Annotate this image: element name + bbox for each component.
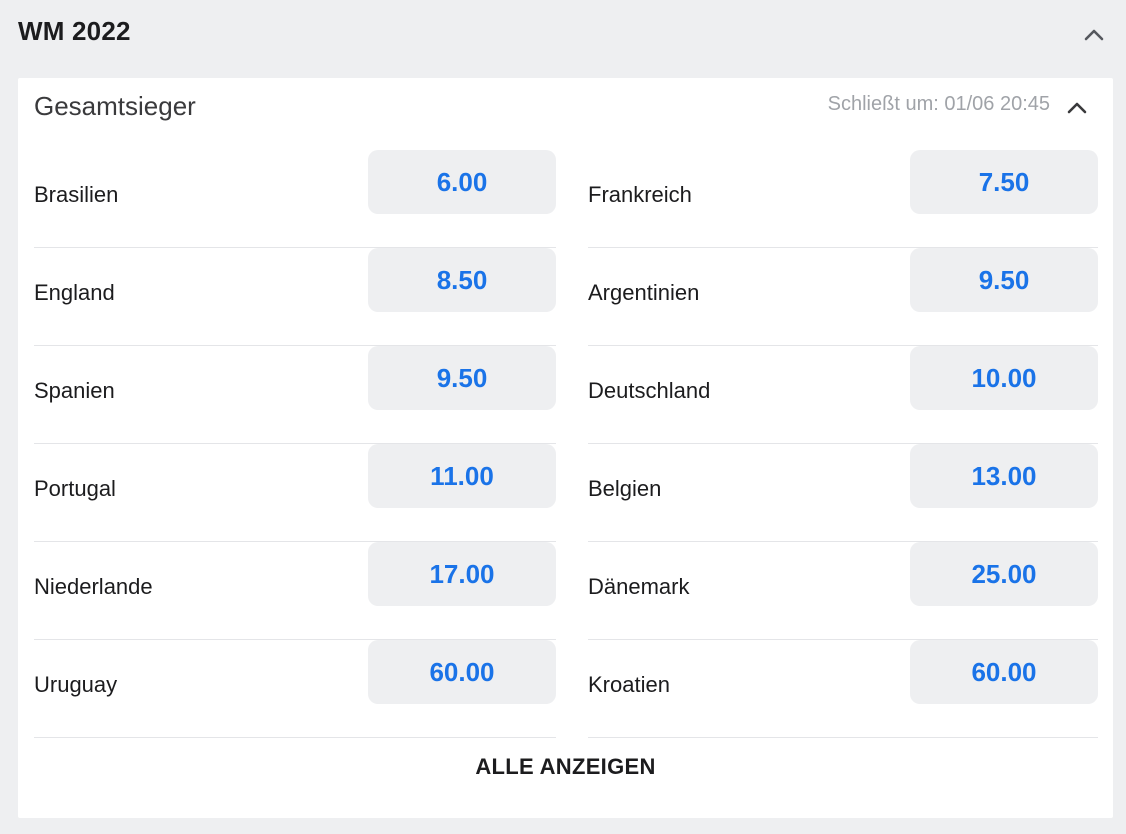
selection-row: England 8.50: [34, 248, 556, 346]
team-name: Dänemark: [588, 574, 690, 599]
selection-row: Deutschland 10.00: [588, 346, 1098, 444]
team-name: Portugal: [34, 476, 116, 501]
odds-column-left: Brasilien 6.00 England 8.50 Spanien 9.50…: [34, 150, 556, 738]
team-name: Belgien: [588, 476, 662, 501]
selection-row: Niederlande 17.00: [34, 542, 556, 640]
chevron-up-icon[interactable]: [1064, 96, 1090, 118]
selection-row: Spanien 9.50: [34, 346, 556, 444]
odds-button[interactable]: 9.50: [910, 248, 1098, 312]
selection-row: Belgien 13.00: [588, 444, 1098, 542]
odds-button[interactable]: 17.00: [368, 542, 556, 606]
odds-column-right: Frankreich 7.50 Argentinien 9.50 Deutsch…: [588, 150, 1098, 738]
team-name: England: [34, 280, 115, 305]
show-all-button[interactable]: ALLE ANZEIGEN: [475, 754, 656, 779]
market-title: Gesamtsieger: [34, 91, 196, 121]
selection-row: Portugal 11.00: [34, 444, 556, 542]
selection-row: Uruguay 60.00: [34, 640, 556, 738]
selection-row: Kroatien 60.00: [588, 640, 1098, 738]
selection-row: Frankreich 7.50: [588, 150, 1098, 248]
market-card: Gesamtsieger Schließt um: 01/06 20:45 Br…: [18, 78, 1113, 818]
odds-button[interactable]: 13.00: [910, 444, 1098, 508]
odds-button[interactable]: 8.50: [368, 248, 556, 312]
competition-title: WM 2022: [18, 16, 131, 46]
selection-row: Dänemark 25.00: [588, 542, 1098, 640]
selection-row: Brasilien 6.00: [34, 150, 556, 248]
odds-button[interactable]: 6.00: [368, 150, 556, 214]
odds-button[interactable]: 25.00: [910, 542, 1098, 606]
team-name: Argentinien: [588, 280, 700, 305]
team-name: Niederlande: [34, 574, 153, 599]
closing-time: Schließt um: 01/06 20:45: [827, 93, 1050, 115]
odds-button[interactable]: 60.00: [368, 640, 556, 704]
odds-button[interactable]: 60.00: [910, 640, 1098, 704]
odds-button[interactable]: 10.00: [910, 346, 1098, 410]
odds-button[interactable]: 9.50: [368, 346, 556, 410]
chevron-up-icon[interactable]: [1080, 22, 1108, 46]
team-name: Deutschland: [588, 378, 711, 403]
team-name: Kroatien: [588, 672, 670, 697]
team-name: Brasilien: [34, 182, 119, 207]
team-name: Uruguay: [34, 672, 118, 697]
odds-button[interactable]: 7.50: [910, 150, 1098, 214]
odds-button[interactable]: 11.00: [368, 444, 556, 508]
competition-header: WM 2022: [0, 0, 1126, 70]
team-name: Spanien: [34, 378, 115, 403]
team-name: Frankreich: [588, 182, 692, 207]
selection-row: Argentinien 9.50: [588, 248, 1098, 346]
